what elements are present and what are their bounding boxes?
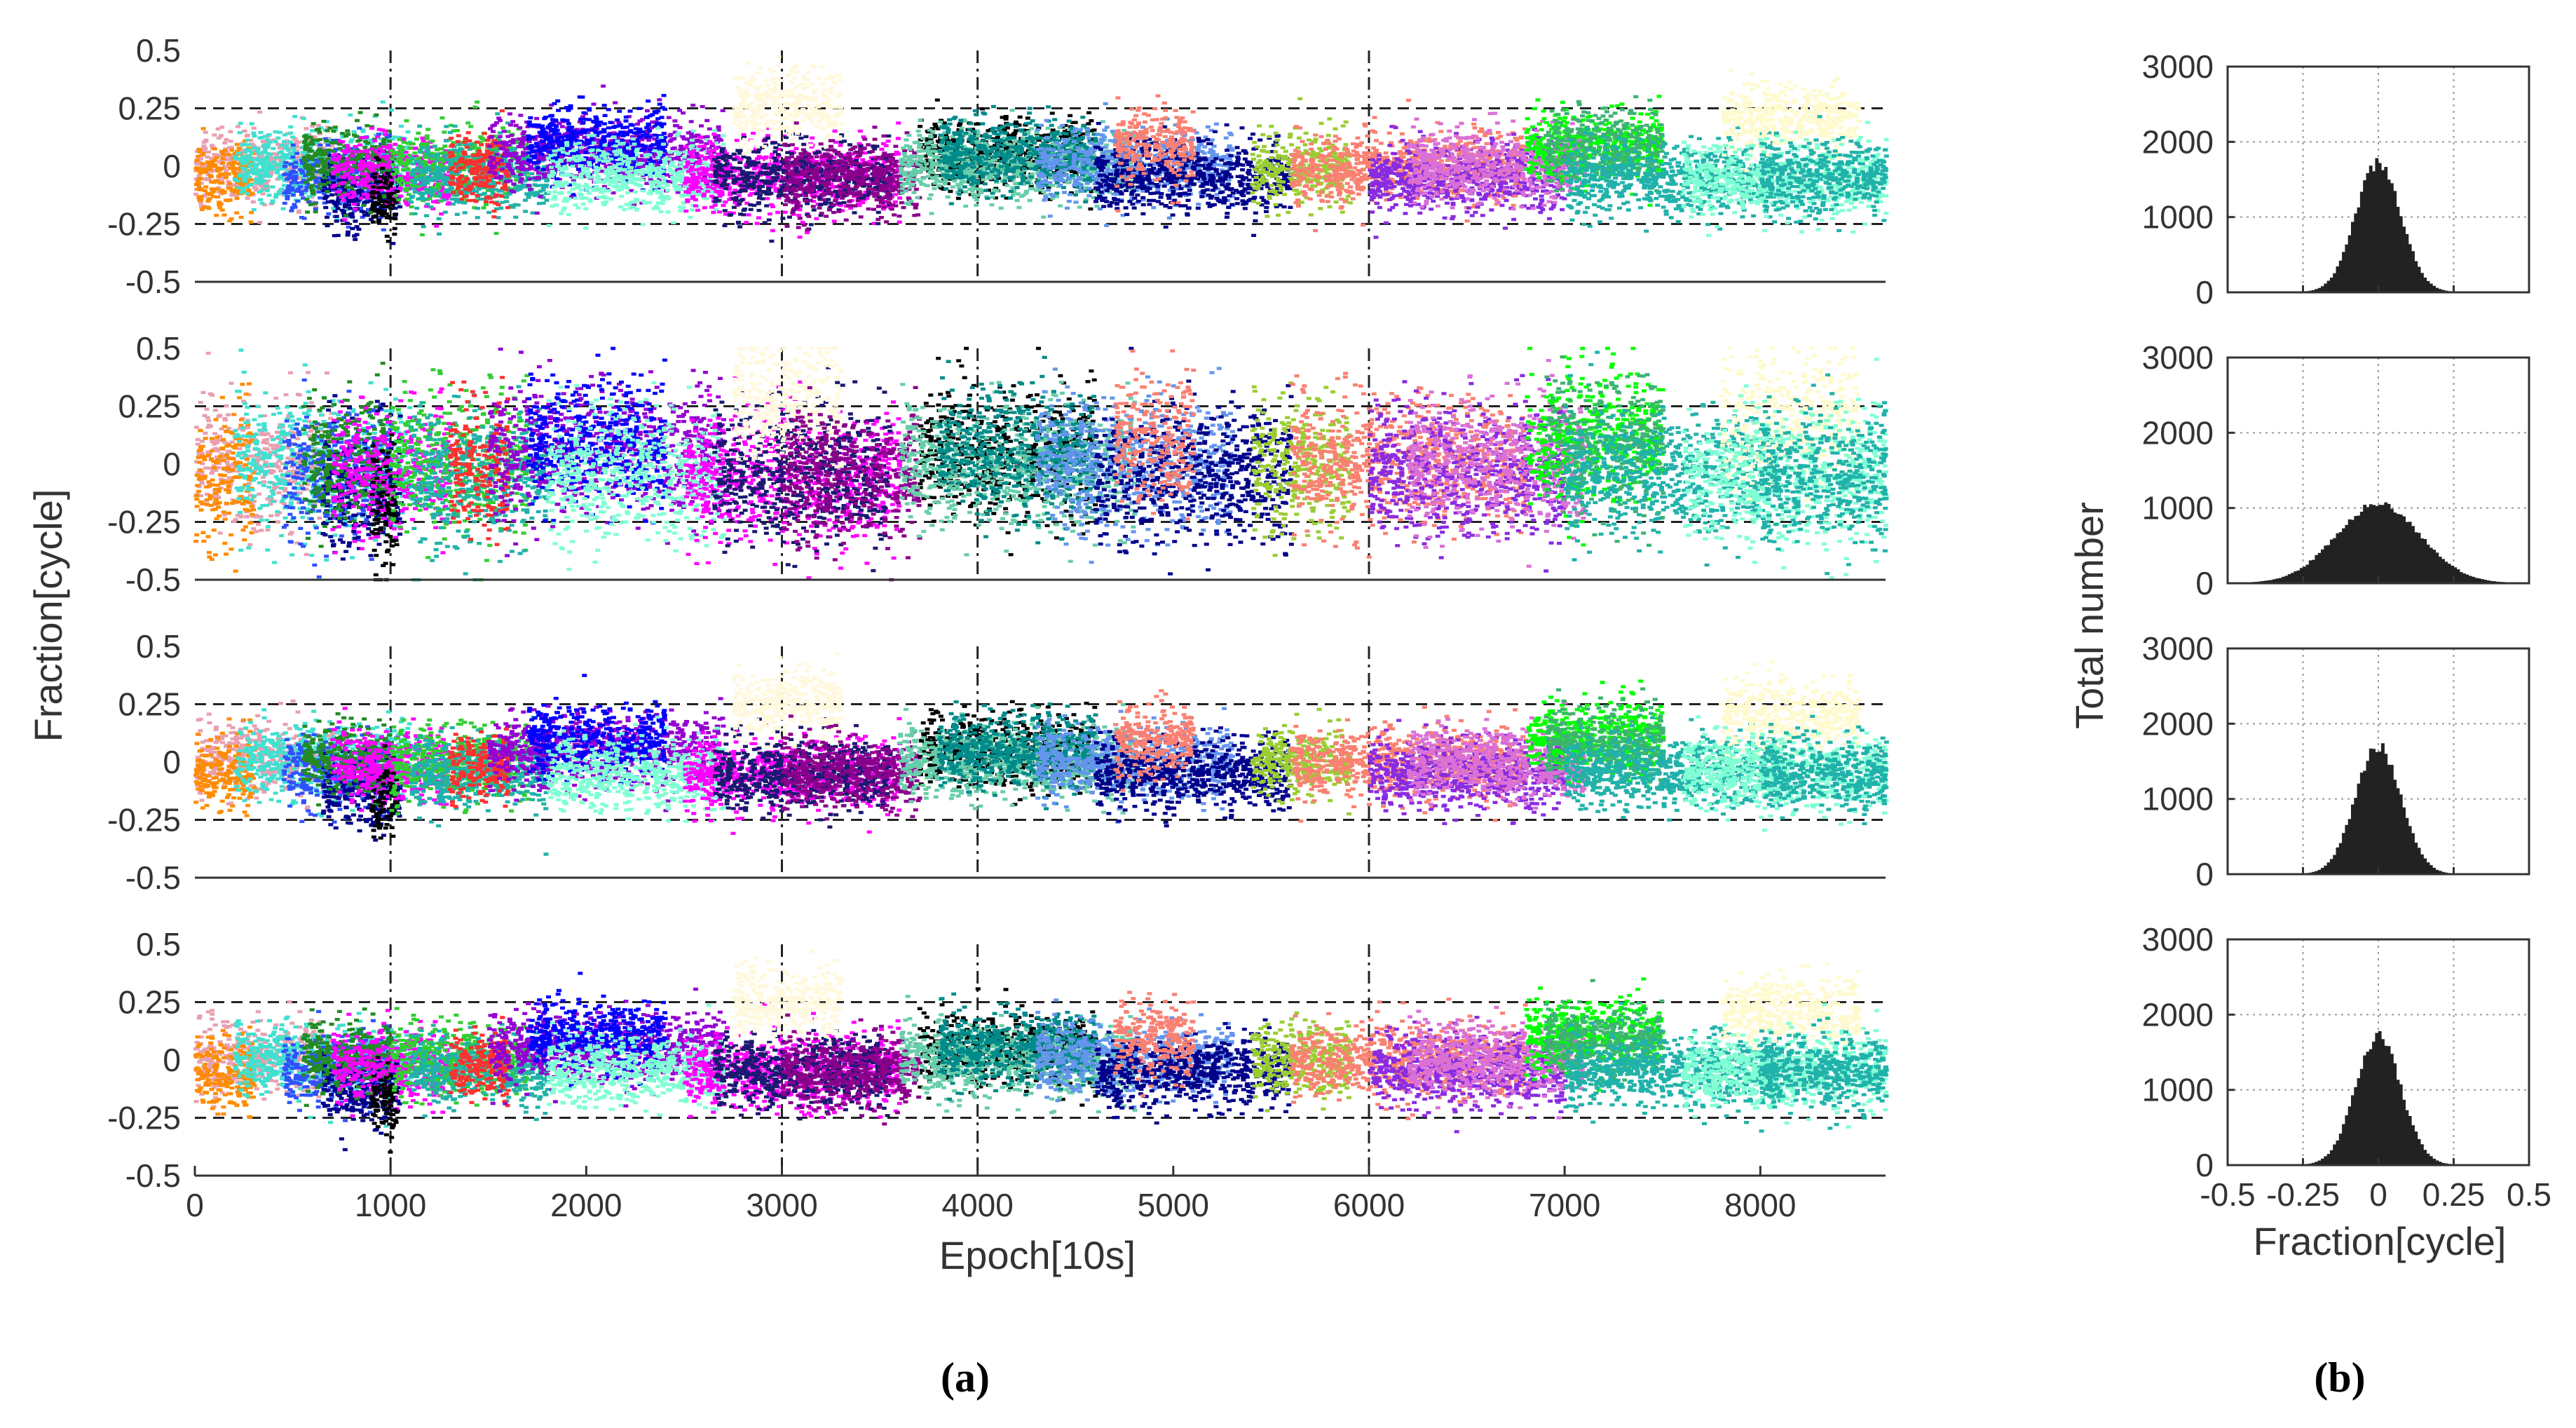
y-tick-label: 0 (163, 446, 181, 482)
x-tick-label: 0.5 (2507, 1176, 2551, 1213)
scatter-series-sat-17 (731, 950, 844, 1050)
scatter-series-sat-17 (731, 652, 843, 763)
scatter-series-sat-32 (1720, 962, 1862, 1076)
scatter-series-sat-34 (1759, 373, 1889, 576)
scatter-series-sat-17 (732, 55, 844, 163)
y-tick-label: 0 (163, 148, 181, 184)
y-tick-label: 0.5 (136, 628, 181, 665)
y-tick-label: 0.5 (136, 330, 181, 367)
y-tick-label: 0 (2195, 1147, 2214, 1183)
scatter-series-sat-24 (1112, 94, 1197, 213)
y-tick-label: 0.25 (118, 90, 181, 127)
y-tick-label: -0.25 (107, 802, 181, 838)
histogram-1: 0 1000 2000 3000 (2142, 48, 2530, 311)
y-tick-label: -0.25 (107, 1100, 181, 1136)
y-tick-label: -0.25 (107, 206, 181, 243)
x-tick-label: 5000 (1138, 1187, 1209, 1223)
y-tick-label: 0 (2195, 856, 2214, 892)
y-tick-label: 1000 (2142, 1072, 2214, 1108)
panel-b-label: (b) (2314, 1354, 2365, 1401)
scatter-subplot-3: 0.5 0.25 0 -0.25 -0.5 (107, 628, 1889, 896)
y-tick-label: 1000 (2142, 781, 2214, 817)
panel-a-x-axis-label: Epoch[10s] (939, 1233, 1136, 1277)
y-tick-label: -0.5 (125, 859, 181, 896)
histogram-2: 0 1000 2000 3000 (2142, 339, 2530, 601)
y-tick-label: -0.5 (125, 1157, 181, 1194)
y-tick-label: 0.25 (118, 388, 181, 425)
histogram-bars (2299, 743, 2458, 875)
scatter-subplot-2: 0.5 0.25 0 -0.25 -0.5 (107, 330, 1889, 598)
y-tick-label: 1000 (2142, 490, 2214, 526)
y-tick-label: 0.25 (118, 686, 181, 723)
y-tick-label: 3000 (2142, 48, 2214, 85)
y-tick-label: 2000 (2142, 996, 2214, 1033)
y-tick-label: 0.5 (136, 926, 181, 963)
x-tick-label: -0.25 (2266, 1176, 2340, 1213)
scatter-series-sat-14 (545, 126, 726, 230)
scatter-series-sat-34 (1759, 1016, 1889, 1130)
scatter-series-sat-23 (1093, 346, 1294, 576)
x-tick-label: 0 (2369, 1176, 2387, 1213)
y-tick-label: 2000 (2142, 414, 2214, 451)
scatter-subplot-1: 0.5 0.25 0 -0.25 -0.5 (107, 32, 1889, 300)
x-tick-label: 2000 (550, 1187, 622, 1223)
scatter-series-sat-32 (1719, 660, 1862, 771)
histogram-4: 0 1000 2000 3000 (2142, 921, 2530, 1183)
histogram-bars (2299, 1031, 2458, 1166)
y-tick-label: 0.5 (136, 32, 181, 69)
scatter-series-sat-2 (193, 382, 257, 573)
y-tick-label: -0.5 (125, 562, 181, 598)
scatter-series-sat-24 (1112, 991, 1197, 1098)
scatter-subplot-4: 0.5 0.25 0 -0.25 -0.5 (107, 926, 1889, 1194)
y-tick-label: -0.5 (125, 264, 181, 300)
histogram-3: 0 1000 2000 3000 (2142, 630, 2530, 892)
x-tick-label: 8000 (1724, 1187, 1796, 1223)
x-tick-label: 0.25 (2422, 1176, 2486, 1213)
y-tick-label: 0 (163, 744, 181, 780)
scatter-series-sat-8 (369, 433, 400, 582)
panel-b-y-axis-label: Total number (2067, 502, 2111, 729)
x-tick-label: 3000 (746, 1187, 817, 1223)
panel-b-x-axis-label: Fraction[cycle] (2254, 1219, 2507, 1263)
scatter-series-sat-8 (369, 1056, 400, 1154)
histogram-bars (2236, 502, 2521, 584)
x-tick-label: 4000 (941, 1187, 1013, 1223)
scatter-series-sat-34 (1759, 714, 1889, 826)
x-tick-label: 6000 (1333, 1187, 1405, 1223)
y-tick-label: 2000 (2142, 123, 2214, 160)
y-tick-label: 3000 (2142, 630, 2214, 667)
scatter-series-sat-24 (1113, 689, 1196, 792)
y-tick-label: 0.25 (118, 984, 181, 1021)
y-tick-label: 1000 (2142, 199, 2214, 236)
scatter-series-sat-34 (1759, 115, 1889, 233)
y-tick-label: 3000 (2142, 921, 2214, 958)
y-tick-label: 3000 (2142, 339, 2214, 376)
panel-a-label: (a) (941, 1354, 990, 1401)
panel-a-scatter-plots: 0.5 0.25 0 -0.25 -0.5 0.5 0.25 0 -0.25 -0.5 0.5 0.2… (107, 32, 1889, 1223)
y-tick-label: -0.25 (107, 504, 181, 540)
x-tick-label: 1000 (355, 1187, 426, 1223)
y-tick-label: 0 (2195, 274, 2214, 311)
y-tick-label: 0 (2195, 565, 2214, 601)
histogram-bars (2299, 158, 2458, 293)
y-tick-label: 2000 (2142, 705, 2214, 742)
scatter-series-sat-24 (1113, 349, 1197, 521)
scatter-series-sat-8 (369, 156, 400, 243)
x-tick-label: -0.5 (2200, 1176, 2255, 1213)
x-tick-label: 0 (186, 1187, 204, 1223)
x-tick-label: 7000 (1529, 1187, 1600, 1223)
panel-a-y-axis-label: Fraction[cycle] (26, 489, 70, 742)
panel-b-histograms: 0100020003000010002000300001000200030000… (2142, 48, 2551, 1213)
y-tick-label: 0 (163, 1042, 181, 1078)
scatter-series-sat-23 (1093, 121, 1294, 237)
